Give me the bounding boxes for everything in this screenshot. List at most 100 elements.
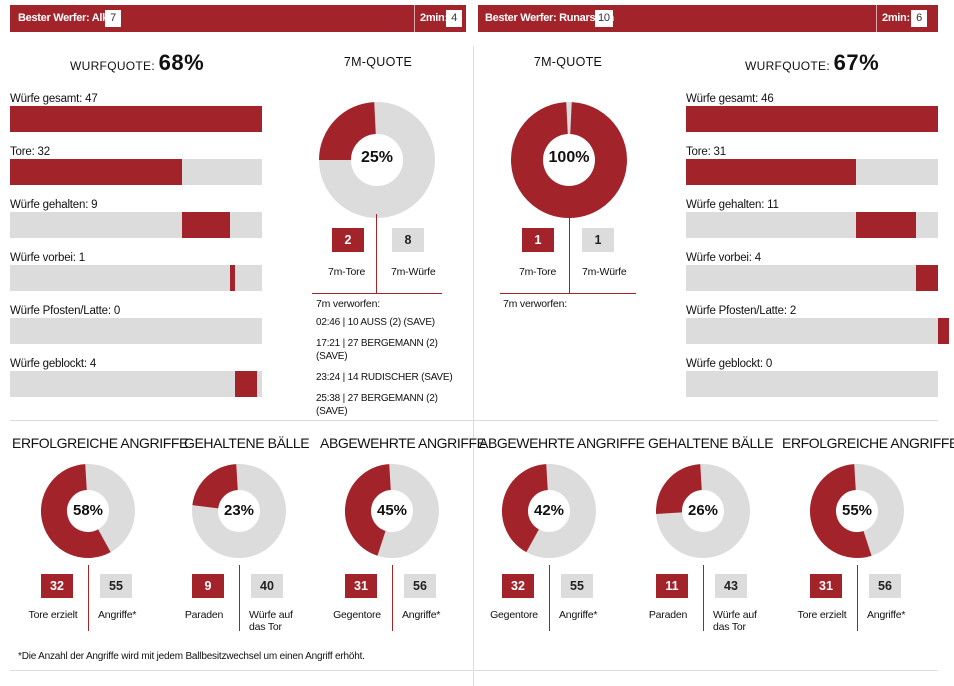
donut-value-arc bbox=[511, 102, 627, 218]
section-pct: 45% bbox=[376, 502, 408, 519]
stat-bar-fill bbox=[235, 371, 257, 397]
section-title: ABGEWEHRTE ANGRIFFE bbox=[320, 435, 486, 451]
stat-bar bbox=[10, 318, 262, 344]
section-donut bbox=[810, 464, 904, 558]
left-seven-pct: 25% bbox=[360, 149, 394, 166]
wurfquote-value: 67% bbox=[833, 50, 880, 75]
seven-wuerfe-count: 8 bbox=[392, 228, 424, 252]
two-min-value: 6 bbox=[911, 10, 927, 27]
count-a-label: Paraden bbox=[648, 609, 688, 621]
donut-value-arc bbox=[319, 102, 377, 161]
bar-label: Würfe Pfosten/Latte: 0 bbox=[10, 305, 121, 317]
stat-bar-fill bbox=[686, 159, 856, 185]
donut-value-arc bbox=[41, 464, 111, 558]
stat-bar bbox=[686, 318, 949, 344]
stat-bar-fill bbox=[686, 106, 938, 132]
section-title: ERFOLGREICHE ANGRIFFE bbox=[782, 435, 954, 451]
right-top-bar: Bester Werfer: Runarsson 10 2min: 6 bbox=[478, 5, 938, 32]
count-b-label: Angriffe* bbox=[559, 609, 598, 621]
count-a: 32 bbox=[502, 574, 534, 598]
section-donut bbox=[345, 464, 439, 558]
section-pct: 23% bbox=[223, 502, 255, 519]
seven-wuerfe-count: 1 bbox=[582, 228, 614, 252]
section-donut bbox=[656, 464, 750, 558]
count-b: 56 bbox=[404, 574, 436, 598]
count-b-label: Angriffe* bbox=[867, 609, 906, 621]
stat-bar-fill bbox=[181, 212, 230, 238]
section-title: ERFOLGREICHE ANGRIFFE bbox=[12, 435, 188, 451]
divider bbox=[500, 293, 636, 294]
right-seven-pct: 100% bbox=[548, 149, 590, 166]
seven-wuerfe-label: 7m-Würfe bbox=[391, 266, 436, 278]
wurfquote-label: WURFQUOTE: bbox=[70, 59, 155, 73]
stat-bar-fill bbox=[229, 265, 236, 291]
divider bbox=[569, 214, 570, 294]
stat-bar bbox=[686, 265, 938, 291]
seven-wuerfe-label: 7m-Würfe bbox=[582, 266, 627, 278]
stat-bar bbox=[686, 159, 938, 185]
stat-bar bbox=[686, 106, 938, 132]
footnote: *Die Anzahl der Angriffe wird mit jedem … bbox=[18, 651, 365, 662]
divider bbox=[88, 565, 89, 631]
divider bbox=[239, 565, 240, 631]
left-verworfen-list: 02:46 | 10 AUSS (2) (SAVE) 17:21 | 27 BE… bbox=[316, 316, 461, 416]
stat-bar-fill bbox=[916, 265, 938, 291]
two-min-value: 4 bbox=[446, 10, 462, 27]
count-b: 40 bbox=[251, 574, 283, 598]
count-b-label: Angriffe* bbox=[402, 609, 441, 621]
section-donut bbox=[41, 464, 135, 558]
bar-label: Würfe gehalten: 9 bbox=[10, 199, 98, 211]
seven-tore-label: 7m-Tore bbox=[328, 266, 366, 278]
stat-bar bbox=[10, 265, 262, 291]
bar-label: Würfe gesamt: 47 bbox=[10, 93, 98, 105]
right-seven-donut bbox=[511, 102, 627, 218]
section-title: GEHALTENE BÄLLE bbox=[184, 435, 310, 451]
bar-label: Würfe geblockt: 4 bbox=[10, 358, 97, 370]
section-pct: 42% bbox=[533, 502, 565, 519]
section-pct: 55% bbox=[841, 502, 873, 519]
divider bbox=[857, 565, 858, 631]
section-donut bbox=[192, 464, 286, 558]
two-min-label: 2min: bbox=[882, 12, 910, 24]
best-scorer-label: Bester Werfer: Runarsson bbox=[485, 12, 614, 24]
wurfquote-value: 68% bbox=[158, 50, 205, 75]
count-a: 9 bbox=[192, 574, 224, 598]
divider bbox=[876, 5, 877, 32]
donut-track bbox=[192, 464, 286, 558]
stat-bar-fill bbox=[938, 318, 949, 344]
two-min-label: 2min: bbox=[420, 12, 448, 24]
divider bbox=[312, 293, 442, 294]
left-top-bar: Bester Werfer: Alkic 7 2min: 4 bbox=[10, 5, 466, 32]
section-divider bbox=[10, 420, 938, 421]
section-pct: 26% bbox=[687, 502, 719, 519]
list-item: 17:21 | 27 BERGEMANN (2) (SAVE) bbox=[316, 338, 438, 362]
divider bbox=[703, 565, 704, 631]
bar-label: Tore: 31 bbox=[686, 146, 726, 158]
section-title: GEHALTENE BÄLLE bbox=[648, 435, 774, 451]
stat-bar-fill bbox=[855, 212, 917, 238]
wurfquote-label: WURFQUOTE: bbox=[745, 59, 830, 73]
count-a-label: Paraden bbox=[184, 609, 224, 621]
left-seven-donut bbox=[319, 102, 435, 218]
seven-tore-count: 2 bbox=[332, 228, 364, 252]
count-b: 55 bbox=[100, 574, 132, 598]
stat-bar bbox=[10, 106, 262, 132]
count-a-label: Tore erzielt bbox=[797, 609, 847, 621]
left-wurfquote: WURFQUOTE: 68% bbox=[70, 50, 204, 76]
stat-bar-fill bbox=[10, 106, 262, 132]
seven-tore-label: 7m-Tore bbox=[519, 266, 557, 278]
count-b: 56 bbox=[869, 574, 901, 598]
donut-value-arc bbox=[192, 464, 239, 510]
stat-bar bbox=[686, 212, 938, 238]
divider bbox=[392, 565, 393, 631]
list-item: 23:24 | 14 RUDISCHER (SAVE) bbox=[316, 372, 453, 383]
count-b: 43 bbox=[715, 574, 747, 598]
donut-value-arc bbox=[656, 464, 703, 514]
count-b-label: Angriffe* bbox=[98, 609, 137, 621]
bar-label: Würfe gesamt: 46 bbox=[686, 93, 774, 105]
list-item: 25:38 | 27 BERGEMANN (2) (SAVE) bbox=[316, 393, 438, 416]
center-divider bbox=[473, 46, 474, 686]
stat-bar bbox=[10, 212, 262, 238]
right-seven-title: 7M-QUOTE bbox=[533, 55, 603, 69]
count-a: 11 bbox=[656, 574, 688, 598]
